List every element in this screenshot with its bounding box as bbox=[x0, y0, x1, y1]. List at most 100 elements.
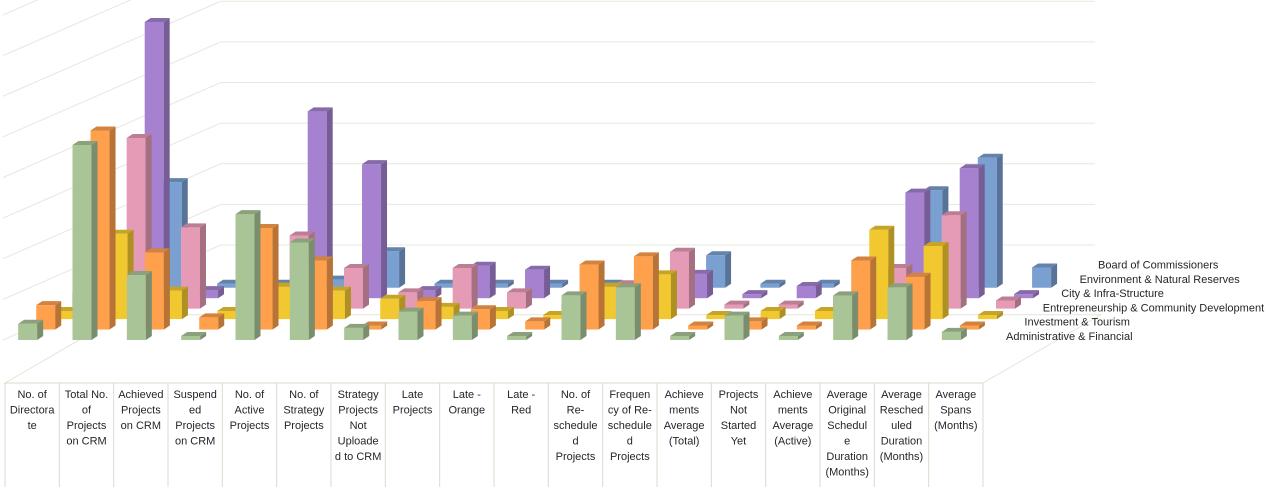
bar-top bbox=[398, 307, 424, 312]
bar-top bbox=[724, 300, 750, 305]
bar-top bbox=[923, 241, 949, 246]
bar-front bbox=[814, 310, 834, 320]
bar-front bbox=[362, 325, 382, 330]
bar bbox=[126, 271, 152, 340]
bar-front bbox=[199, 290, 219, 299]
series-label: Entrepreneurship & Community Development bbox=[1043, 302, 1264, 314]
bar-side bbox=[1051, 263, 1058, 288]
bar-side bbox=[399, 247, 406, 288]
category-label: Average Original Schedul e Duration (Months) bbox=[825, 389, 868, 479]
series-label: Environment & Natural Reserves bbox=[1080, 274, 1241, 286]
category-label: Late -Red bbox=[507, 389, 535, 417]
bar-top bbox=[452, 264, 478, 269]
bar bbox=[688, 321, 714, 330]
bar-front bbox=[724, 304, 744, 309]
bar bbox=[18, 319, 44, 340]
bar-front bbox=[561, 295, 581, 340]
bar-side bbox=[996, 311, 1003, 320]
category-label: Average Resched uled Duration (Months) bbox=[880, 389, 923, 463]
bar-side bbox=[163, 17, 170, 299]
bar-top bbox=[126, 134, 152, 139]
category-label: Late -Orange bbox=[448, 389, 485, 417]
bar-top bbox=[977, 311, 1003, 316]
bar-front bbox=[217, 283, 237, 288]
series-label: Investment & Tourism bbox=[1024, 317, 1130, 329]
category-label: No. of Strategy Projects bbox=[283, 389, 324, 432]
bar-top bbox=[706, 251, 732, 256]
category-label: Strategy Projects Not Uploade d to CRM bbox=[335, 389, 381, 463]
category-label: Achieve ments Average (Active) bbox=[772, 389, 813, 448]
category-label: Frequen cy of Re-schedule d Projects bbox=[608, 389, 652, 463]
bar bbox=[561, 291, 587, 340]
bar-side bbox=[688, 247, 695, 309]
bar-front bbox=[760, 310, 780, 320]
bar-side bbox=[833, 279, 840, 288]
bar-side bbox=[544, 265, 551, 299]
bar-side bbox=[942, 241, 949, 320]
bar-front bbox=[181, 335, 201, 340]
bar-side bbox=[218, 313, 225, 330]
bar-side bbox=[326, 256, 333, 330]
bar bbox=[941, 327, 967, 340]
bar-front bbox=[325, 279, 345, 288]
bar bbox=[995, 296, 1021, 309]
bar-top bbox=[561, 291, 587, 296]
bar-front bbox=[977, 315, 997, 320]
bar-top bbox=[887, 283, 913, 288]
bar bbox=[1032, 263, 1058, 288]
bar-top bbox=[144, 248, 170, 253]
bar bbox=[724, 311, 750, 340]
bar-top bbox=[959, 164, 985, 169]
bar bbox=[760, 306, 786, 320]
bar-side bbox=[37, 319, 44, 340]
bar-top bbox=[235, 210, 261, 215]
bar bbox=[742, 290, 768, 299]
bar-front bbox=[507, 335, 527, 340]
bar-side bbox=[797, 331, 804, 340]
bar-top bbox=[796, 282, 822, 287]
bar-side bbox=[978, 321, 985, 330]
bar-top bbox=[180, 223, 206, 228]
bar-side bbox=[145, 271, 152, 340]
category-label: Projects Not Started Yet bbox=[719, 389, 759, 448]
bar-front bbox=[488, 283, 508, 288]
category-label: Total No. of Projects on CRM bbox=[65, 389, 108, 448]
bar-side bbox=[435, 297, 442, 330]
bar-front bbox=[235, 214, 255, 340]
bar-side bbox=[761, 290, 768, 299]
bar-side bbox=[362, 264, 369, 309]
bar-side bbox=[109, 126, 116, 330]
bar-front bbox=[416, 290, 436, 299]
bar-top bbox=[506, 288, 532, 293]
bar bbox=[796, 282, 822, 299]
bar-top bbox=[289, 238, 315, 243]
bar bbox=[181, 331, 207, 340]
bar-top bbox=[869, 225, 895, 230]
bar-side bbox=[779, 279, 786, 288]
bar-side bbox=[870, 256, 877, 330]
bar-front bbox=[941, 331, 961, 340]
bar-top bbox=[525, 265, 551, 270]
bar-top bbox=[670, 331, 696, 336]
bar-side bbox=[272, 223, 279, 330]
bar-top bbox=[289, 231, 315, 236]
bar-top bbox=[977, 153, 1003, 158]
bar-front bbox=[434, 283, 454, 288]
bar-front bbox=[995, 300, 1015, 309]
bar bbox=[289, 238, 315, 340]
bar-side bbox=[218, 286, 225, 299]
bar-front bbox=[506, 292, 526, 309]
bar-side bbox=[670, 270, 677, 320]
bar-front bbox=[778, 304, 798, 309]
bar-side bbox=[526, 331, 533, 340]
bar-front bbox=[289, 242, 309, 340]
bar-top bbox=[941, 327, 967, 332]
bar bbox=[670, 331, 696, 340]
category-label: Late Projects bbox=[393, 389, 433, 417]
bar-top bbox=[905, 188, 931, 193]
bar-top bbox=[778, 300, 804, 305]
bar-side bbox=[471, 311, 478, 340]
bar bbox=[959, 321, 985, 330]
bar-side bbox=[689, 331, 696, 340]
